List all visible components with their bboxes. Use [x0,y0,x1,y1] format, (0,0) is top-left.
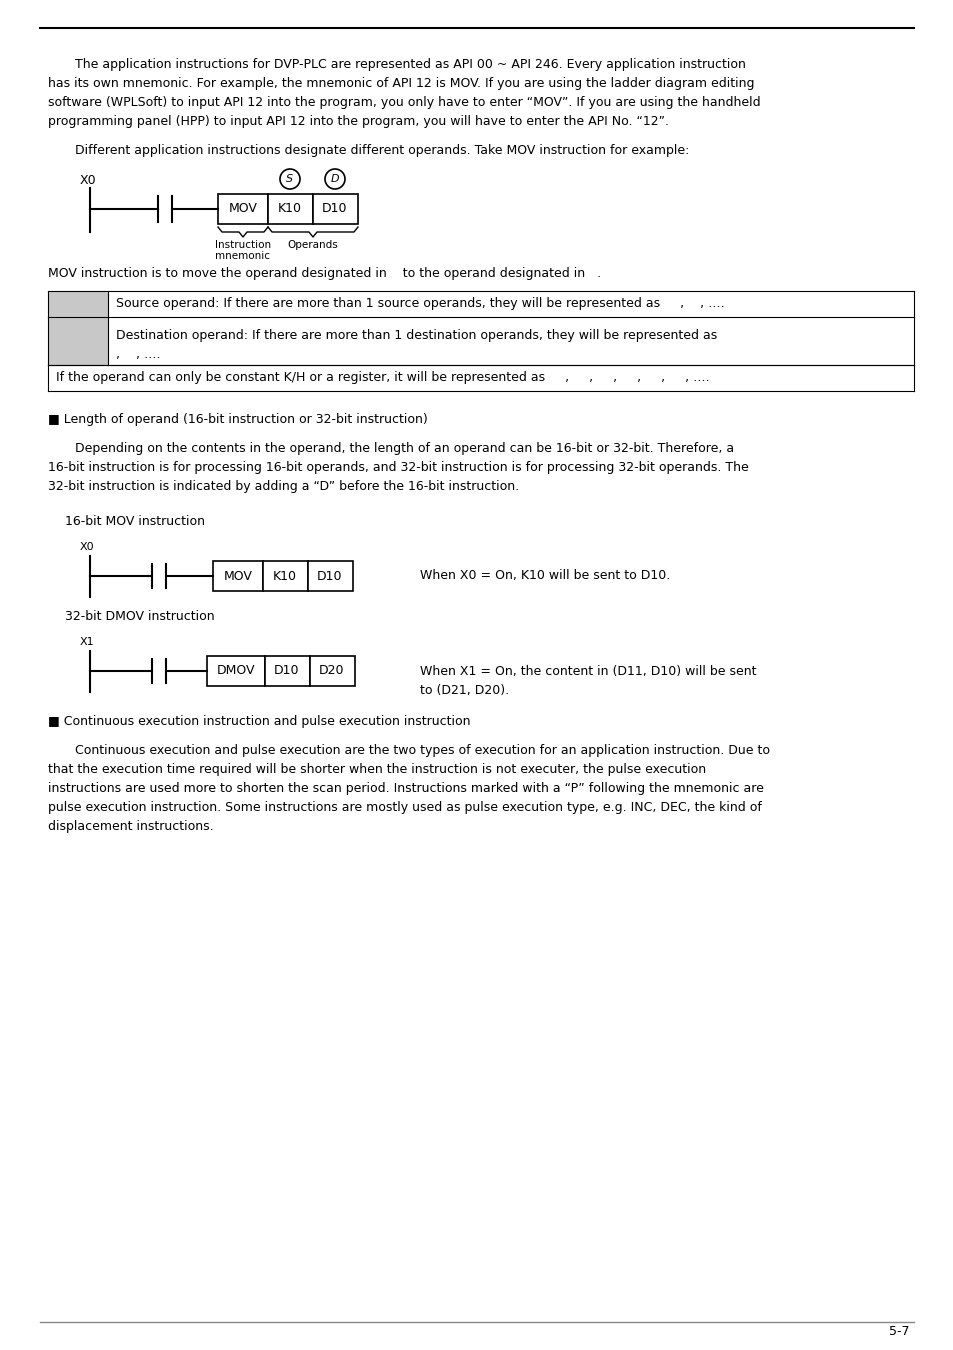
Text: Continuous execution and pulse execution are the two types of execution for an a: Continuous execution and pulse execution… [75,744,769,757]
Text: 5-7: 5-7 [888,1324,909,1338]
FancyBboxPatch shape [308,562,353,591]
FancyBboxPatch shape [218,194,268,224]
Text: 32-bit instruction is indicated by adding a “D” before the 16-bit instruction.: 32-bit instruction is indicated by addin… [48,481,518,493]
Text: D10: D10 [317,570,342,582]
Text: K10: K10 [277,202,302,216]
Text: Instruction: Instruction [214,240,271,250]
FancyBboxPatch shape [268,194,313,224]
Text: ,    , ….: , , …. [116,348,160,360]
FancyBboxPatch shape [310,656,355,686]
Text: to (D21, D20).: to (D21, D20). [419,684,509,697]
Text: When X0 = On, K10 will be sent to D10.: When X0 = On, K10 will be sent to D10. [419,570,670,582]
Text: Depending on the contents in the operand, the length of an operand can be 16-bit: Depending on the contents in the operand… [75,441,734,455]
Text: When X1 = On, the content in (D11, D10) will be sent: When X1 = On, the content in (D11, D10) … [419,666,756,678]
Text: Different application instructions designate different operands. Take MOV instru: Different application instructions desig… [75,144,689,157]
Text: MOV instruction is to move the operand designated in    to the operand designate: MOV instruction is to move the operand d… [48,267,600,279]
Text: Source operand: If there are more than 1 source operands, they will be represent: Source operand: If there are more than 1… [116,297,724,310]
Text: Destination operand: If there are more than 1 destination operands, they will be: Destination operand: If there are more t… [116,329,717,342]
Text: instructions are used more to shorten the scan period. Instructions marked with : instructions are used more to shorten th… [48,782,763,795]
FancyBboxPatch shape [48,292,108,317]
Text: pulse execution instruction. Some instructions are mostly used as pulse executio: pulse execution instruction. Some instru… [48,801,761,814]
Text: displacement instructions.: displacement instructions. [48,819,213,833]
Text: D20: D20 [319,664,344,678]
FancyBboxPatch shape [207,656,265,686]
FancyBboxPatch shape [265,656,310,686]
Text: X0: X0 [80,174,96,188]
Text: Operands: Operands [287,240,338,250]
Text: 32-bit DMOV instruction: 32-bit DMOV instruction [65,610,214,622]
Text: The application instructions for DVP-PLC are represented as API 00 ~ API 246. Ev: The application instructions for DVP-PLC… [75,58,745,72]
Text: 16-bit MOV instruction: 16-bit MOV instruction [65,514,205,528]
Text: X1: X1 [80,637,94,647]
Text: If the operand can only be constant K/H or a register, it will be represented as: If the operand can only be constant K/H … [56,371,709,385]
Text: DMOV: DMOV [216,664,255,678]
Text: K10: K10 [273,570,296,582]
Text: D10: D10 [274,664,299,678]
Text: X0: X0 [80,541,94,552]
FancyBboxPatch shape [213,562,263,591]
Text: 16-bit instruction is for processing 16-bit operands, and 32-bit instruction is : 16-bit instruction is for processing 16-… [48,460,748,474]
Text: MOV: MOV [229,202,257,216]
Text: programming panel (HPP) to input API 12 into the program, you will have to enter: programming panel (HPP) to input API 12 … [48,115,668,128]
FancyBboxPatch shape [263,562,308,591]
Text: has its own mnemonic. For example, the mnemonic of API 12 is MOV. If you are usi: has its own mnemonic. For example, the m… [48,77,754,90]
Text: ■ Continuous execution instruction and pulse execution instruction: ■ Continuous execution instruction and p… [48,716,470,728]
FancyBboxPatch shape [313,194,357,224]
Text: software (WPLSoft) to input API 12 into the program, you only have to enter “MOV: software (WPLSoft) to input API 12 into … [48,96,760,109]
Text: MOV: MOV [223,570,253,582]
Text: D10: D10 [322,202,348,216]
Text: ■ Length of operand (16-bit instruction or 32-bit instruction): ■ Length of operand (16-bit instruction … [48,413,427,427]
Text: mnemonic: mnemonic [215,251,271,261]
FancyBboxPatch shape [48,317,108,365]
Text: S: S [286,174,294,184]
Text: that the execution time required will be shorter when the instruction is not exe: that the execution time required will be… [48,763,705,776]
Text: D: D [331,174,339,184]
